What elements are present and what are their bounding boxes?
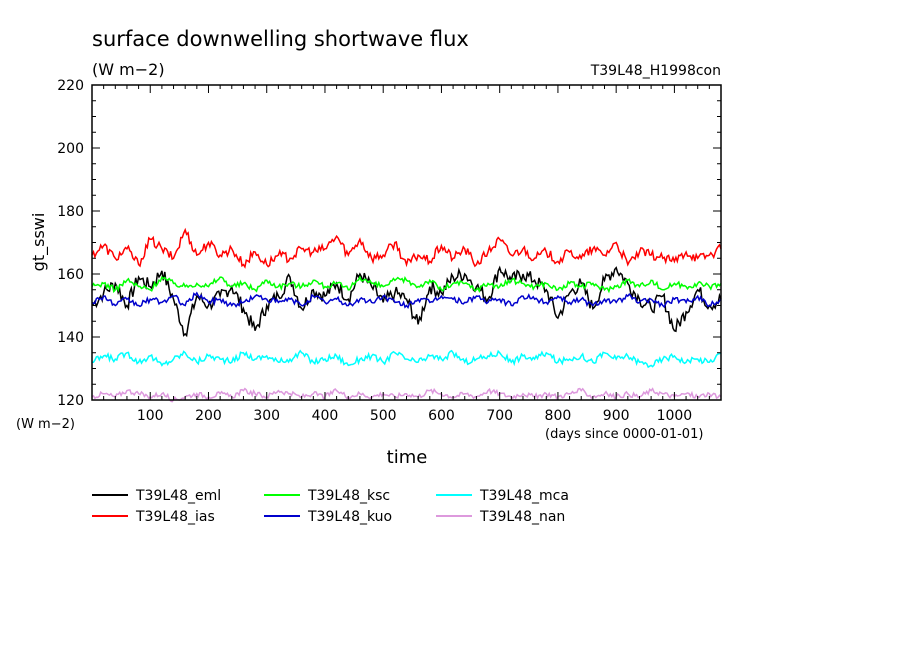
title-units: (W m−2) bbox=[92, 60, 165, 79]
chart-title: surface downwelling shortwave flux bbox=[92, 27, 469, 51]
y-axis-units: (W m−2) bbox=[16, 417, 75, 432]
x-tick-label: 500 bbox=[370, 408, 397, 424]
x-tick-label: 700 bbox=[486, 408, 513, 424]
x-axis-label: time bbox=[387, 447, 428, 468]
x-tick-label: 100 bbox=[137, 408, 164, 424]
series-line-T39L48_ksc bbox=[91, 275, 722, 294]
y-tick-label: 160 bbox=[57, 267, 84, 283]
legend: T39L48_eml T39L48_ias T39L48_ksc T39L48_kuo… bbox=[92, 488, 569, 525]
legend-label-T39L48_ksc: T39L48_ksc bbox=[307, 488, 390, 504]
y-tick-label: 180 bbox=[57, 204, 84, 220]
y-axis-ticks: 120 140 160 180 200 220 bbox=[57, 78, 721, 409]
y-tick-label: 140 bbox=[57, 330, 84, 346]
x-tick-label: 600 bbox=[428, 408, 455, 424]
x-tick-label: 1000 bbox=[657, 408, 693, 424]
x-tick-label: 800 bbox=[545, 408, 572, 424]
plot-lines bbox=[91, 227, 722, 403]
y-tick-label: 220 bbox=[57, 78, 84, 94]
x-tick-label: 200 bbox=[195, 408, 222, 424]
x-tick-label: 900 bbox=[603, 408, 630, 424]
y-tick-label: 120 bbox=[57, 393, 84, 409]
x-axis-units: (days since 0000-01-01) bbox=[545, 427, 703, 442]
legend-label-T39L48_mca: T39L48_mca bbox=[479, 488, 569, 504]
x-tick-label: 400 bbox=[312, 408, 339, 424]
legend-label-T39L48_ias: T39L48_ias bbox=[135, 509, 215, 525]
legend-label-T39L48_eml: T39L48_eml bbox=[135, 488, 221, 504]
x-tick-label: 300 bbox=[253, 408, 280, 424]
plot-frame bbox=[91, 84, 722, 401]
y-axis-label: gt_sswi bbox=[29, 213, 49, 272]
y-tick-label: 200 bbox=[57, 141, 84, 157]
series-line-T39L48_eml bbox=[91, 265, 722, 338]
legend-label-T39L48_nan: T39L48_nan bbox=[479, 509, 565, 525]
run-label: T39L48_H1998con bbox=[590, 63, 721, 79]
series-line-T39L48_kuo bbox=[91, 291, 722, 310]
x-axis-ticks: 100 200 300 400 500 600 700 800 900 1000 bbox=[103, 85, 710, 424]
series-line-T39L48_mca bbox=[92, 349, 722, 369]
legend-label-T39L48_kuo: T39L48_kuo bbox=[307, 509, 392, 525]
series-line-T39L48_ias bbox=[91, 227, 722, 269]
